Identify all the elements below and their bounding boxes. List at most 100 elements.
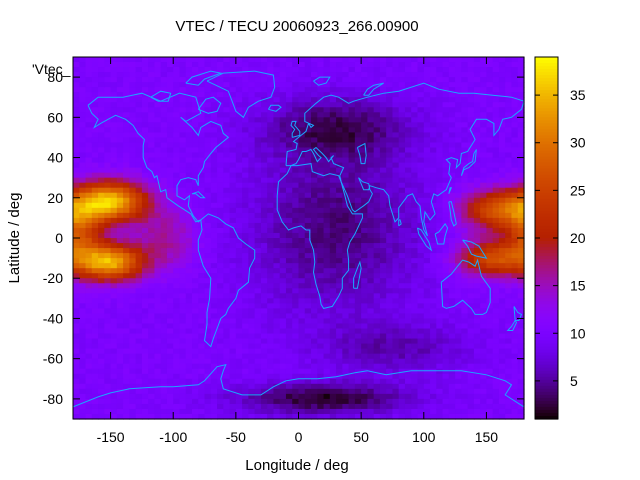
- heatmap-cell: [104, 318, 112, 325]
- heatmap-cell: [148, 358, 156, 365]
- heatmap-cell: [135, 398, 143, 405]
- heatmap-cell: [217, 238, 224, 244]
- heatmap-cell: [354, 227, 362, 234]
- heatmap-cell: [185, 343, 193, 350]
- heatmap-cell: [79, 87, 87, 93]
- heatmap-cell: [373, 353, 381, 360]
- heatmap-cell: [192, 92, 199, 98]
- heatmap-cell: [311, 408, 318, 415]
- heatmap-cell: [404, 248, 412, 254]
- heatmap-cell: [423, 217, 431, 224]
- heatmap-cell: [91, 72, 99, 78]
- heatmap-cell: [185, 232, 193, 239]
- heatmap-cell: [492, 122, 500, 128]
- heatmap-cell: [260, 353, 268, 360]
- heatmap-cell: [248, 122, 256, 128]
- heatmap-cell: [304, 197, 312, 204]
- heatmap-cell: [91, 232, 99, 239]
- heatmap-cell: [285, 97, 293, 103]
- heatmap-cell: [480, 283, 488, 289]
- heatmap-cell: [179, 97, 187, 103]
- heatmap-cell: [185, 117, 193, 123]
- heatmap-cell: [279, 162, 287, 169]
- heatmap-cell: [404, 147, 412, 154]
- heatmap-cell: [198, 363, 206, 370]
- heatmap-cell: [467, 268, 475, 274]
- heatmap-cell: [411, 152, 419, 159]
- heatmap-cell: [173, 323, 181, 330]
- heatmap-cell: [129, 147, 137, 154]
- heatmap-cell: [235, 57, 243, 63]
- heatmap-cell: [298, 192, 306, 199]
- heatmap-cell: [98, 147, 105, 154]
- heatmap-cell: [110, 263, 118, 269]
- heatmap-cell: [160, 92, 168, 98]
- heatmap-cell: [173, 293, 181, 299]
- heatmap-cell: [223, 378, 231, 385]
- heatmap-cell: [254, 162, 262, 169]
- heatmap-cell: [473, 243, 481, 249]
- heatmap-cell: [498, 373, 506, 380]
- heatmap-cell: [467, 152, 475, 159]
- heatmap-cell: [392, 112, 400, 118]
- heatmap-cell: [455, 222, 462, 229]
- heatmap-cell: [135, 172, 143, 179]
- heatmap-cell: [79, 187, 87, 194]
- heatmap-cell: [417, 373, 425, 380]
- heatmap-cell: [217, 343, 224, 350]
- heatmap-cell: [298, 243, 306, 249]
- heatmap-cell: [323, 207, 331, 214]
- heatmap-cell: [348, 348, 356, 355]
- heatmap-cell: [123, 77, 130, 83]
- heatmap-cell: [248, 263, 256, 269]
- heatmap-cell: [411, 67, 419, 73]
- heatmap-cell: [98, 298, 105, 304]
- heatmap-cell: [367, 137, 375, 144]
- heatmap-cell: [342, 288, 350, 294]
- heatmap-cell: [398, 227, 406, 234]
- heatmap-cell: [304, 338, 312, 345]
- heatmap-cell: [85, 72, 93, 78]
- heatmap-cell: [179, 147, 187, 154]
- heatmap-cell: [373, 323, 381, 330]
- heatmap-cell: [398, 313, 406, 320]
- heatmap-cell: [423, 227, 431, 234]
- heatmap-cell: [260, 363, 268, 370]
- heatmap-cell: [166, 142, 174, 149]
- heatmap-cell: [473, 398, 481, 405]
- heatmap-cell: [98, 383, 105, 390]
- heatmap-cell: [248, 87, 256, 93]
- heatmap-cell: [123, 62, 130, 68]
- heatmap-cell: [480, 147, 488, 154]
- heatmap-cell: [342, 278, 350, 284]
- heatmap-cell: [298, 298, 306, 304]
- heatmap-cell: [285, 142, 293, 149]
- heatmap-cell: [448, 278, 456, 284]
- heatmap-cell: [461, 283, 469, 289]
- heatmap-cell: [486, 217, 494, 224]
- heatmap-cell: [329, 202, 337, 209]
- heatmap-cell: [492, 268, 500, 274]
- heatmap-cell: [141, 232, 149, 239]
- heatmap-cell: [361, 278, 368, 284]
- heatmap-cell: [348, 318, 356, 325]
- heatmap-cell: [379, 408, 387, 415]
- heatmap-cell: [317, 147, 325, 154]
- heatmap-cell: [154, 313, 162, 320]
- heatmap-cell: [411, 408, 419, 415]
- heatmap-cell: [229, 57, 237, 63]
- heatmap-cell: [348, 278, 356, 284]
- heatmap-cell: [185, 202, 193, 209]
- heatmap-cell: [298, 398, 306, 405]
- heatmap-cell: [79, 117, 87, 123]
- heatmap-cell: [430, 353, 437, 360]
- heatmap-cell: [480, 278, 488, 284]
- heatmap-cell: [135, 273, 143, 279]
- heatmap-cell: [85, 383, 93, 390]
- heatmap-cell: [166, 278, 174, 284]
- heatmap-cell: [348, 298, 356, 304]
- heatmap-cell: [436, 408, 444, 415]
- heatmap-cell: [492, 363, 500, 370]
- heatmap-cell: [210, 263, 218, 269]
- heatmap-cell: [323, 393, 331, 400]
